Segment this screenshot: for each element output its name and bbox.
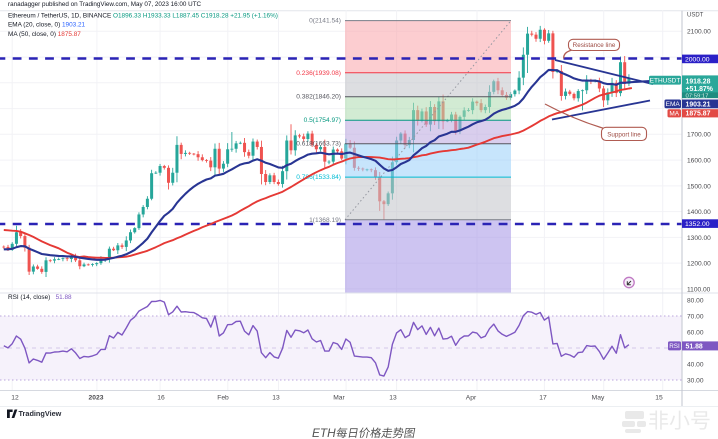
- svg-text:Support line: Support line: [607, 131, 641, 138]
- svg-text:0.236(1939.08): 0.236(1939.08): [296, 70, 341, 77]
- svg-text:Resistance line: Resistance line: [573, 42, 616, 49]
- svg-text:2000.00: 2000.00: [685, 56, 710, 63]
- svg-text:ranadagger published on Tradin: ranadagger published on TradingView.com,…: [8, 1, 202, 8]
- svg-text:1100.00: 1100.00: [687, 286, 711, 293]
- svg-text:60.00: 60.00: [687, 329, 704, 336]
- svg-text:15: 15: [655, 395, 663, 402]
- svg-text:ETH: ETH: [312, 426, 336, 439]
- svg-text:1352.00: 1352.00: [685, 221, 710, 228]
- svg-text:16: 16: [157, 395, 165, 402]
- svg-text:80.00: 80.00: [687, 297, 704, 304]
- svg-text:1700.00: 1700.00: [687, 132, 711, 139]
- svg-text:1918.28: 1918.28: [686, 78, 711, 85]
- svg-text:TradingView: TradingView: [19, 409, 62, 418]
- svg-text:1200.00: 1200.00: [687, 261, 711, 268]
- svg-text:2023: 2023: [89, 395, 104, 402]
- svg-text:13: 13: [272, 395, 280, 402]
- svg-text:1875.87: 1875.87: [686, 111, 711, 118]
- svg-text:0.5(1754.97): 0.5(1754.97): [304, 117, 341, 124]
- svg-text:30.00: 30.00: [687, 377, 704, 384]
- svg-text:Apr: Apr: [466, 395, 477, 402]
- svg-text:Ethereum / TetherUS, 1D, BINAN: Ethereum / TetherUS, 1D, BINANCE O1896.3…: [8, 13, 278, 20]
- svg-text:RSI: RSI: [669, 343, 680, 350]
- svg-text:17: 17: [539, 395, 547, 402]
- svg-text:MA: MA: [669, 111, 679, 118]
- svg-text:1903.21: 1903.21: [686, 101, 711, 108]
- svg-text:MA (50, close, 0) 1875.87: MA (50, close, 0) 1875.87: [8, 31, 81, 38]
- svg-text:07:59:17: 07:59:17: [686, 93, 709, 99]
- svg-text:70.00: 70.00: [687, 313, 704, 320]
- svg-text:1400.00: 1400.00: [687, 209, 711, 216]
- svg-text:0.618(1663.73): 0.618(1663.73): [296, 141, 341, 148]
- svg-text:Feb: Feb: [217, 395, 229, 402]
- svg-text:Mar: Mar: [333, 395, 345, 402]
- svg-text:40.00: 40.00: [687, 361, 704, 368]
- svg-text:May: May: [592, 395, 605, 402]
- svg-text:0.786(1533.84): 0.786(1533.84): [296, 174, 341, 181]
- svg-text:+51.87%: +51.87%: [686, 86, 713, 93]
- svg-text:12: 12: [11, 395, 19, 402]
- svg-text:ETHUSDT: ETHUSDT: [650, 77, 681, 84]
- svg-text:2100.00: 2100.00: [687, 29, 711, 36]
- svg-text:1600.00: 1600.00: [687, 158, 711, 165]
- svg-text:EMA (20, close, 0) 1903.21: EMA (20, close, 0) 1903.21: [8, 22, 86, 29]
- svg-text:1500.00: 1500.00: [687, 183, 711, 190]
- svg-text:RSI (14, close) 51.88: RSI (14, close) 51.88: [8, 294, 72, 301]
- svg-text:13: 13: [389, 395, 397, 402]
- svg-text:0(2141.54): 0(2141.54): [309, 18, 341, 25]
- svg-text:1300.00: 1300.00: [687, 235, 711, 242]
- svg-text:51.88: 51.88: [686, 343, 703, 350]
- svg-text:1(1368.19): 1(1368.19): [309, 217, 341, 224]
- svg-text:EMA: EMA: [666, 101, 681, 108]
- svg-text:USDT: USDT: [687, 13, 704, 19]
- svg-text:0.382(1846.20): 0.382(1846.20): [296, 94, 341, 101]
